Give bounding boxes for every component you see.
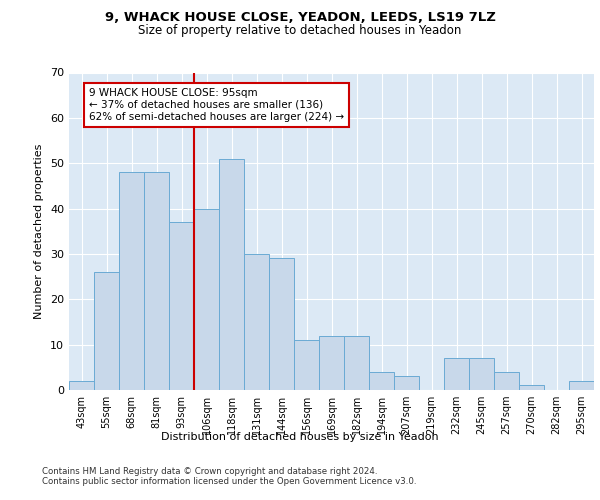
Bar [494,372,519,390]
Bar [344,336,369,390]
Bar [244,254,269,390]
Bar [369,372,394,390]
Bar [394,376,419,390]
Bar [319,336,344,390]
Text: Size of property relative to detached houses in Yeadon: Size of property relative to detached ho… [139,24,461,37]
Bar [194,208,219,390]
Bar [169,222,194,390]
Bar [444,358,469,390]
Bar [294,340,319,390]
Y-axis label: Number of detached properties: Number of detached properties [34,144,44,319]
Text: Contains HM Land Registry data © Crown copyright and database right 2024.: Contains HM Land Registry data © Crown c… [42,468,377,476]
Text: 9 WHACK HOUSE CLOSE: 95sqm
← 37% of detached houses are smaller (136)
62% of sem: 9 WHACK HOUSE CLOSE: 95sqm ← 37% of deta… [89,88,344,122]
Bar [569,381,594,390]
Bar [119,172,144,390]
Text: 9, WHACK HOUSE CLOSE, YEADON, LEEDS, LS19 7LZ: 9, WHACK HOUSE CLOSE, YEADON, LEEDS, LS1… [104,11,496,24]
Bar [69,381,94,390]
Text: Contains public sector information licensed under the Open Government Licence v3: Contains public sector information licen… [42,478,416,486]
Bar [269,258,294,390]
Bar [469,358,494,390]
Bar [519,386,544,390]
Bar [144,172,169,390]
Text: Distribution of detached houses by size in Yeadon: Distribution of detached houses by size … [161,432,439,442]
Bar [219,158,244,390]
Bar [94,272,119,390]
